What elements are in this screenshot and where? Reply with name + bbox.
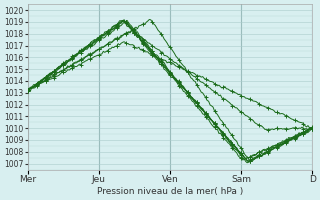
X-axis label: Pression niveau de la mer( hPa ): Pression niveau de la mer( hPa ) (97, 187, 243, 196)
